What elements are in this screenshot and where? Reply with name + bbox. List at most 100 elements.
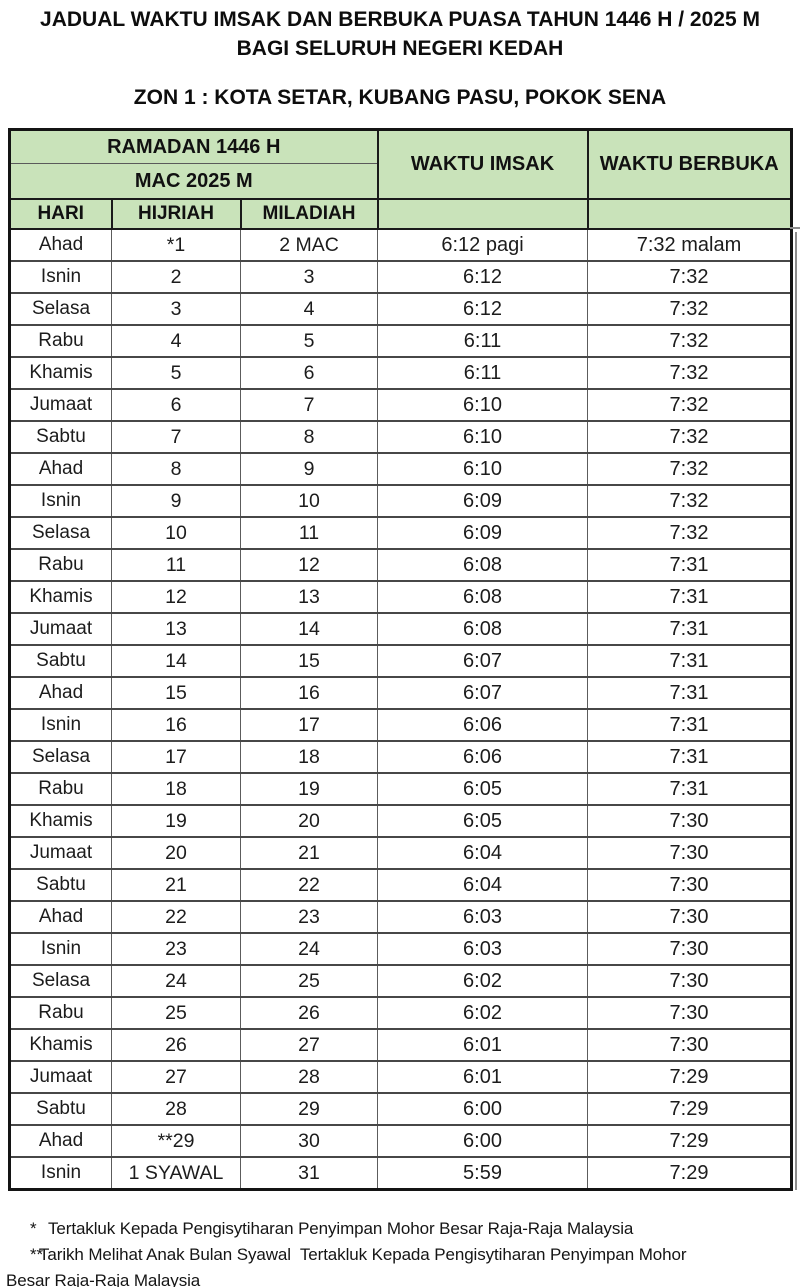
cell-berbuka: 7:30 xyxy=(587,900,792,934)
cell-berbuka: 7:32 xyxy=(587,484,792,518)
cell-imsak: 6:09 xyxy=(377,484,588,518)
cell-hari: Sabtu xyxy=(9,644,112,678)
table-row: Jumaat 20 21 6:04 7:30 xyxy=(9,836,792,870)
cell-imsak: 6:12 xyxy=(377,260,588,294)
cell-imsak: 6:00 xyxy=(377,1092,588,1126)
cell-hari: Sabtu xyxy=(9,420,112,454)
cell-hari: Isnin xyxy=(9,484,112,518)
cell-berbuka: 7:32 xyxy=(587,260,792,294)
cell-miladiah: 19 xyxy=(240,772,378,806)
cell-berbuka: 7:30 xyxy=(587,868,792,902)
cell-hari: Sabtu xyxy=(9,868,112,902)
footnote-2: **Tarikh Melihat Anak Bulan Syawal Terta… xyxy=(6,1242,728,1287)
cell-imsak: 6:01 xyxy=(377,1060,588,1094)
cell-hijriah: 8 xyxy=(111,452,241,486)
cell-hijriah: 6 xyxy=(111,388,241,422)
cell-miladiah: 31 xyxy=(240,1156,378,1191)
header-month-gregorian: MAC 2025 M xyxy=(9,163,378,200)
cell-berbuka: 7:31 xyxy=(587,580,792,614)
cell-hari: Isnin xyxy=(9,1156,112,1191)
cell-hari: Rabu xyxy=(9,548,112,582)
cell-imsak: 6:02 xyxy=(377,964,588,998)
table-edge-artifact-horizontal xyxy=(790,227,800,229)
header-row-hijri-month: RAMADAN 1446 H WAKTU IMSAK WAKTU BERBUKA xyxy=(9,129,792,200)
footnote-2-marker: ** xyxy=(30,1245,44,1264)
cell-berbuka: 7:30 xyxy=(587,836,792,870)
cell-miladiah: 5 xyxy=(240,324,378,358)
cell-imsak: 6:12 xyxy=(377,292,588,326)
cell-miladiah: 4 xyxy=(240,292,378,326)
header-row-columns: HARI HIJRIAH MILADIAH xyxy=(8,198,793,230)
table-row: Selasa 3 4 6:12 7:32 xyxy=(9,292,792,326)
table-row: Khamis 19 20 6:05 7:30 xyxy=(9,804,792,838)
table-row: Rabu 4 5 6:11 7:32 xyxy=(9,324,792,358)
table-body: Ahad *1 2 MAC 6:12 pagi 7:32 malam Isnin 2 3 6:1… xyxy=(9,228,792,1191)
table-row: Isnin 9 10 6:09 7:32 xyxy=(9,484,792,518)
table-row: Ahad **29 30 6:00 7:29 xyxy=(9,1124,792,1158)
table-row: Isnin 2 3 6:12 7:32 xyxy=(9,260,792,294)
cell-hari: Jumaat xyxy=(9,612,112,646)
table-row: Selasa 17 18 6:06 7:31 xyxy=(9,740,792,774)
cell-hari: Ahad xyxy=(9,676,112,710)
footnote-2-text: Tarikh Melihat Anak Bulan Syawal Tertakl… xyxy=(6,1245,692,1287)
table-row: Selasa 10 11 6:09 7:32 xyxy=(9,516,792,550)
cell-hijriah: 1 SYAWAL xyxy=(111,1156,241,1191)
cell-hari: Ahad xyxy=(9,1124,112,1158)
table-row: Ahad 22 23 6:03 7:30 xyxy=(9,900,792,934)
table-header: RAMADAN 1446 H WAKTU IMSAK WAKTU BERBUKA… xyxy=(8,129,793,230)
page-title: JADUAL WAKTU IMSAK DAN BERBUKA PUASA TAH… xyxy=(40,8,760,31)
cell-hijriah: 25 xyxy=(111,996,241,1030)
cell-berbuka: 7:31 xyxy=(587,644,792,678)
cell-miladiah: 2 MAC xyxy=(240,228,378,262)
cell-hijriah: 3 xyxy=(111,292,241,326)
header-empty-berbuka xyxy=(586,198,793,230)
cell-hari: Isnin xyxy=(9,708,112,742)
cell-hijriah: 9 xyxy=(111,484,241,518)
cell-imsak: 6:10 xyxy=(377,420,588,454)
cell-hijriah: 10 xyxy=(111,516,241,550)
cell-berbuka: 7:32 xyxy=(587,516,792,550)
cell-hari: Selasa xyxy=(9,292,112,326)
imsak-berbuka-timetable: RAMADAN 1446 H WAKTU IMSAK WAKTU BERBUKA… xyxy=(8,128,793,1191)
table-row: Rabu 18 19 6:05 7:31 xyxy=(9,772,792,806)
cell-berbuka: 7:32 xyxy=(587,452,792,486)
cell-miladiah: 29 xyxy=(240,1092,378,1126)
cell-hijriah: 2 xyxy=(111,260,241,294)
cell-imsak: 6:10 xyxy=(377,388,588,422)
cell-berbuka: 7:31 xyxy=(587,612,792,646)
cell-hijriah: 7 xyxy=(111,420,241,454)
table-row: Ahad 8 9 6:10 7:32 xyxy=(9,452,792,486)
cell-hari: Selasa xyxy=(9,516,112,550)
table-row: Isnin 1 SYAWAL 31 5:59 7:29 xyxy=(9,1156,792,1191)
cell-imsak: 6:02 xyxy=(377,996,588,1030)
cell-miladiah: 18 xyxy=(240,740,378,774)
cell-hari: Jumaat xyxy=(9,388,112,422)
header-month-hijri: RAMADAN 1446 H xyxy=(9,129,378,164)
cell-hijriah: 20 xyxy=(111,836,241,870)
cell-hari: Rabu xyxy=(9,996,112,1030)
cell-imsak: 6:08 xyxy=(377,580,588,614)
table-row: Ahad *1 2 MAC 6:12 pagi 7:32 malam xyxy=(9,228,792,262)
cell-berbuka: 7:31 xyxy=(587,548,792,582)
cell-berbuka: 7:31 xyxy=(587,740,792,774)
cell-hari: Isnin xyxy=(9,260,112,294)
footnotes: * Tertakluk Kepada Pengisytiharan Penyimp… xyxy=(6,1216,728,1287)
cell-hari: Khamis xyxy=(9,804,112,838)
cell-hijriah: 17 xyxy=(111,740,241,774)
cell-miladiah: 15 xyxy=(240,644,378,678)
table-row: Rabu 25 26 6:02 7:30 xyxy=(9,996,792,1030)
table-row: Khamis 26 27 6:01 7:30 xyxy=(9,1028,792,1062)
cell-miladiah: 6 xyxy=(240,356,378,390)
table-row: Khamis 5 6 6:11 7:32 xyxy=(9,356,792,390)
page-subtitle: BAGI SELURUH NEGERI KEDAH xyxy=(236,37,564,60)
cell-imsak: 6:07 xyxy=(377,676,588,710)
cell-miladiah: 14 xyxy=(240,612,378,646)
cell-hari: Selasa xyxy=(9,964,112,998)
cell-hijriah: 16 xyxy=(111,708,241,742)
cell-berbuka: 7:32 xyxy=(587,324,792,358)
cell-hijriah: 5 xyxy=(111,356,241,390)
header-col-hari: HARI xyxy=(8,198,113,230)
cell-miladiah: 10 xyxy=(240,484,378,518)
cell-hijriah: 18 xyxy=(111,772,241,806)
cell-imsak: 6:03 xyxy=(377,900,588,934)
